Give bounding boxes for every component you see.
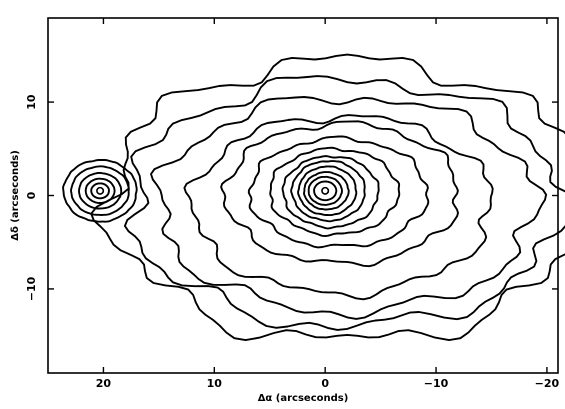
- contour-line: [123, 75, 565, 331]
- x-axis-label: Δα (arcseconds): [258, 393, 349, 404]
- contour-line: [220, 120, 459, 268]
- contours-layer: [62, 53, 565, 342]
- x-tick-label: −20: [535, 377, 560, 390]
- x-tick-label: 10: [207, 377, 223, 390]
- contour-line: [269, 146, 401, 238]
- contour-line: [70, 165, 130, 216]
- contour-line: [290, 160, 366, 223]
- contour-line: [90, 182, 110, 200]
- contour-line: [84, 177, 116, 204]
- x-tick-label: 0: [321, 377, 329, 390]
- contour-line: [303, 171, 350, 211]
- contour-line: [307, 175, 343, 206]
- source-core: [96, 186, 105, 195]
- contour-line: [297, 165, 358, 217]
- y-axis-label: Δδ (arcseconds): [10, 150, 21, 241]
- source-core: [321, 186, 330, 195]
- y-tick-label: 0: [25, 191, 38, 199]
- contour-line: [78, 171, 123, 210]
- contour-line: [281, 155, 380, 230]
- x-tick-label: −10: [424, 377, 449, 390]
- contour-line: [313, 180, 338, 202]
- contour-line: [62, 159, 138, 223]
- y-tick-label: −10: [25, 276, 38, 301]
- contour-line: [150, 96, 548, 320]
- contour-line: [183, 114, 494, 301]
- contour-line: [247, 135, 430, 249]
- x-tick-label: 20: [96, 377, 112, 390]
- axis-ticks: 20 10 0 −10 −20 −10 0 10: [25, 18, 560, 390]
- y-tick-label: 10: [25, 94, 38, 110]
